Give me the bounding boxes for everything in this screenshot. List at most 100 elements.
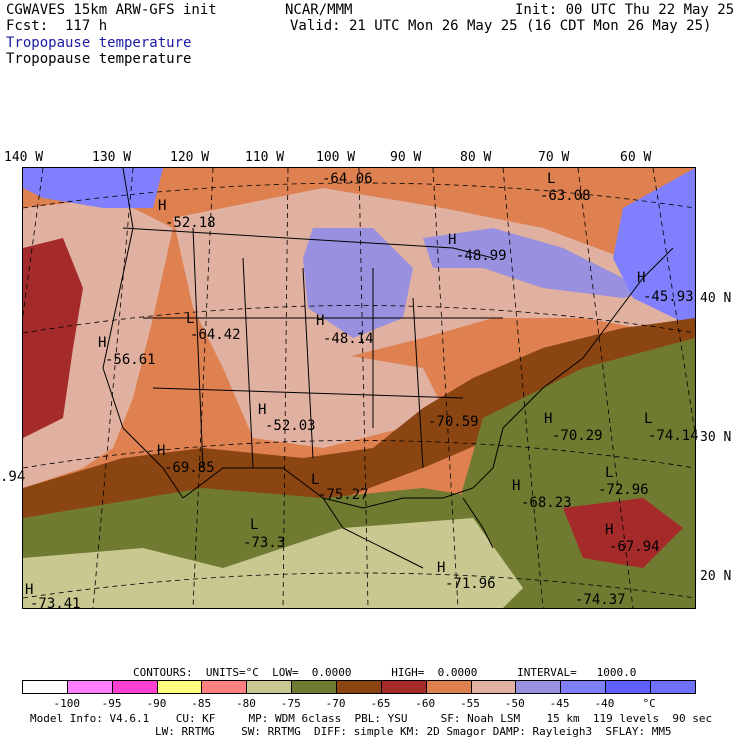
map-label-h-marker: H bbox=[544, 411, 553, 427]
map-label-h-marker: H bbox=[637, 270, 646, 286]
color-bar-tick-label: -80 bbox=[236, 697, 256, 710]
header-line1-center: NCAR/MMM bbox=[285, 2, 353, 18]
color-bar-tick-label: -100 bbox=[53, 697, 81, 710]
region-pale-central bbox=[223, 353, 443, 448]
map-label-value: -67.94 bbox=[609, 539, 660, 555]
map-label-value: -69.85 bbox=[164, 460, 215, 476]
lon-label: 80 W bbox=[460, 150, 492, 165]
map-label-value: -63.08 bbox=[540, 188, 591, 204]
color-bar-tick-label: -85 bbox=[191, 697, 212, 710]
color-bar-swatch bbox=[516, 681, 562, 693]
color-bar-swatch bbox=[202, 681, 248, 693]
lon-label: 120 W bbox=[170, 150, 210, 165]
color-bar-swatch bbox=[471, 681, 517, 693]
map-label-value: -64.42 bbox=[190, 327, 241, 343]
lon-label: 140 W bbox=[4, 150, 44, 165]
color-bar-tick-label: -60 bbox=[415, 697, 436, 710]
color-bar-swatch bbox=[247, 681, 293, 693]
header-line1-right: Init: 00 UTC Thu 22 May 25 bbox=[515, 2, 735, 18]
color-bar-swatch bbox=[337, 681, 382, 693]
coastlines bbox=[102, 168, 674, 569]
map-label-value: -73.41 bbox=[30, 596, 81, 612]
header-line2-left: Fcst: 117 h bbox=[6, 18, 108, 34]
color-bar-tick-label: -75 bbox=[280, 697, 301, 710]
map-label-value: -74.37 bbox=[575, 592, 626, 608]
region-pale-north bbox=[173, 188, 695, 388]
contours-info: CONTOURS: UNITS=°C LOW= 0.0000 HIGH= 0.0… bbox=[133, 666, 637, 679]
color-bar-tick-label: -55 bbox=[460, 697, 480, 710]
map-label-h-marker: H bbox=[157, 443, 166, 459]
map-label-h-marker: H bbox=[258, 402, 267, 418]
color-bar-swatch bbox=[651, 681, 695, 693]
map-label-l-marker: L bbox=[311, 472, 320, 488]
color-bar bbox=[22, 680, 696, 694]
map-label-value: -70.59 bbox=[428, 414, 479, 430]
map-label-value: -71.96 bbox=[445, 576, 496, 592]
color-bar-tick-label: -90 bbox=[146, 697, 167, 710]
color-bar-tick-label: -45 bbox=[549, 697, 570, 710]
color-bar-tick-label: -40 bbox=[594, 697, 615, 710]
field-title-1: Tropopause temperature bbox=[6, 35, 192, 51]
header-line2-right: Valid: 21 UTC Mon 26 May 25 (16 CDT Mon … bbox=[290, 18, 712, 34]
map-label-l-marker: L bbox=[644, 411, 653, 427]
color-bar-tick-label: -65 bbox=[370, 697, 391, 710]
map-label-value: -68.23 bbox=[521, 495, 572, 511]
lon-label: 130 W bbox=[92, 150, 132, 165]
color-bar-swatch bbox=[67, 681, 113, 693]
map-label-value: -48.14 bbox=[323, 331, 374, 347]
color-bar-swatch bbox=[606, 681, 652, 693]
map-label-value: -52.03 bbox=[265, 418, 316, 434]
map-label-h-marker: H bbox=[158, 198, 167, 214]
map-label-value: .94 bbox=[0, 469, 26, 485]
color-bar-swatch bbox=[561, 681, 607, 693]
map-label-h-marker: H bbox=[448, 232, 457, 248]
map-label-l-marker: L bbox=[605, 465, 614, 481]
region-red-band bbox=[23, 318, 695, 538]
lat-label: 30 N bbox=[700, 430, 732, 445]
region-purple-central bbox=[303, 228, 413, 338]
map-label-h-marker: H bbox=[98, 335, 107, 351]
map-label-l-marker: L bbox=[547, 171, 556, 187]
color-bar-tick-label: °C bbox=[642, 697, 656, 710]
lon-label: 70 W bbox=[538, 150, 570, 165]
map-label-h-marker: H bbox=[437, 560, 446, 576]
map-label-value: -73.3 bbox=[243, 535, 286, 551]
lat-label: 40 N bbox=[700, 291, 732, 306]
region-tan-south bbox=[23, 518, 523, 608]
region-purple-ne bbox=[613, 168, 695, 328]
map-label-value: -56.61 bbox=[105, 352, 156, 368]
lon-label: 100 W bbox=[316, 150, 356, 165]
color-bar-tick-label: -70 bbox=[325, 697, 346, 710]
map-label-value: -48.99 bbox=[456, 248, 507, 264]
map-label-value: -72.96 bbox=[598, 482, 649, 498]
map-label-value: -70.29 bbox=[552, 428, 603, 444]
graticule bbox=[23, 168, 695, 608]
map-label-h-marker: H bbox=[25, 582, 34, 598]
map-label-value: -64.06 bbox=[322, 171, 373, 187]
color-bar-swatch bbox=[23, 681, 68, 693]
color-bar-swatch bbox=[426, 681, 472, 693]
lon-label: 60 W bbox=[620, 150, 652, 165]
map-label-h-marker: H bbox=[605, 522, 614, 538]
map-label-value: -45.93 bbox=[643, 289, 694, 305]
color-bar-tick-label: -95 bbox=[101, 697, 122, 710]
lon-label: 110 W bbox=[245, 150, 285, 165]
color-bar-swatch bbox=[381, 681, 427, 693]
map-label-h-marker: H bbox=[316, 313, 325, 329]
color-bar-swatch bbox=[112, 681, 158, 693]
color-bar-swatch bbox=[157, 681, 203, 693]
region-red-south bbox=[563, 498, 683, 568]
map-label-l-marker: L bbox=[186, 311, 195, 327]
region-purple-lakes bbox=[423, 228, 663, 298]
map-label-l-marker: L bbox=[250, 517, 259, 533]
footer-line1: Model Info: V4.6.1 CU: KF MP: WDM 6class… bbox=[30, 712, 713, 725]
lat-label: 20 N bbox=[700, 569, 732, 584]
field-title-2: Tropopause temperature bbox=[6, 51, 192, 67]
header-line1-left: CGWAVES 15km ARW-GFS init bbox=[6, 2, 217, 18]
map-label-h-marker: H bbox=[512, 478, 521, 494]
region-west-red bbox=[23, 238, 83, 438]
map-label-value: -75.27 bbox=[318, 487, 369, 503]
color-bar-tick-label: -50 bbox=[504, 697, 525, 710]
map-label-value: -52.18 bbox=[165, 215, 216, 231]
footer-line2: LW: RRTMG SW: RRTMG DIFF: simple KM: 2D … bbox=[155, 725, 672, 738]
